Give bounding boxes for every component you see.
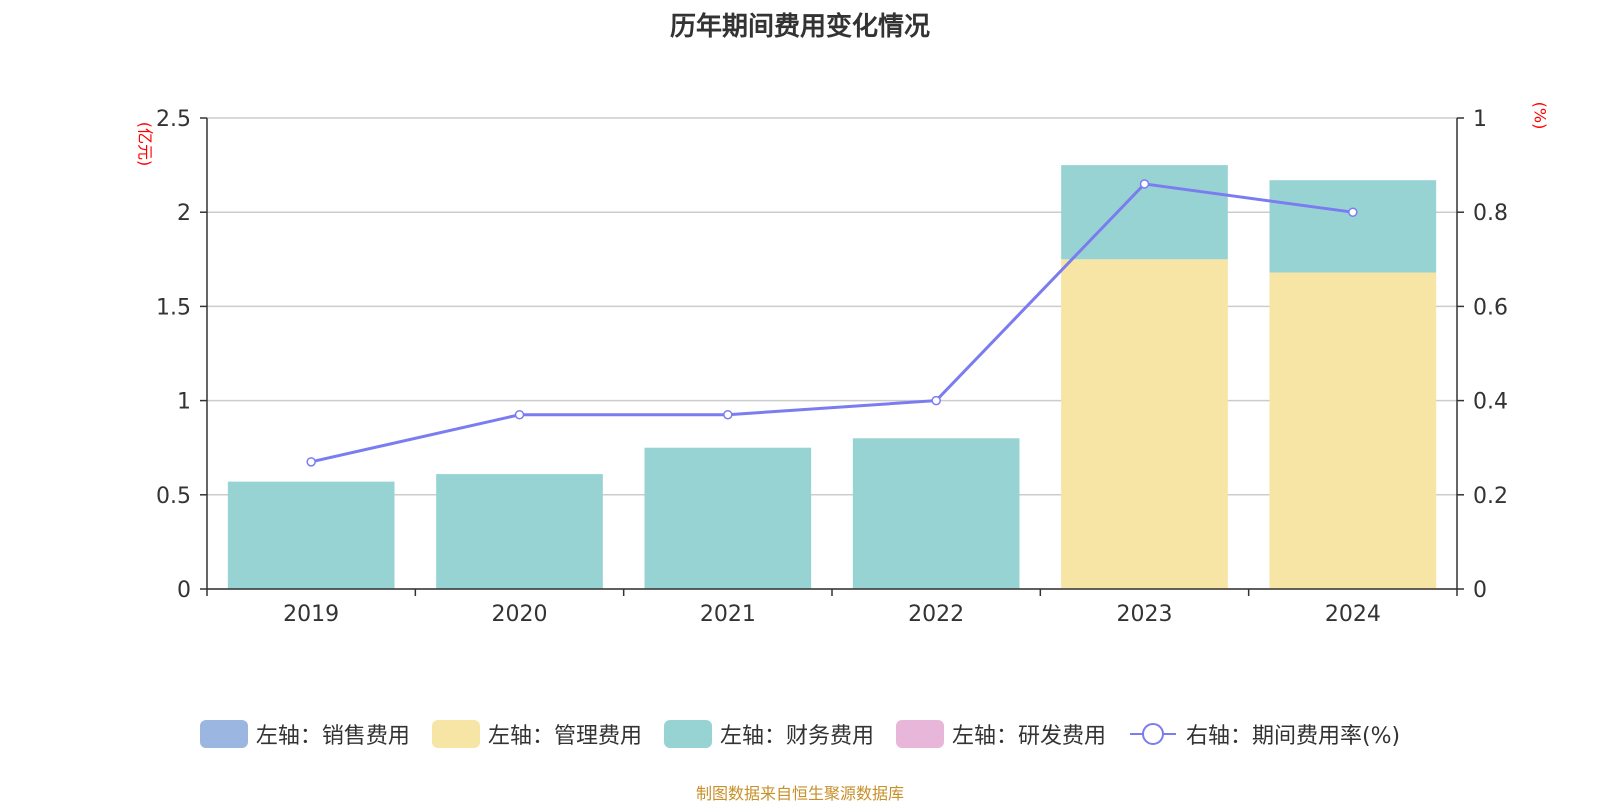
source-note: 制图数据来自恒生聚源数据库 <box>695 784 904 803</box>
legend-label-rate: 右轴：期间费用率(%) <box>1185 724 1401 749</box>
legend-label-finance: 左轴：财务费用 <box>719 724 874 749</box>
legend-label-rnd: 左轴：研发费用 <box>951 724 1106 749</box>
right-axis-tick-label: 0 <box>1473 578 1487 603</box>
rate-point <box>931 395 941 406</box>
legend-item-admin[interactable]: 左轴：管理费用 <box>431 718 642 750</box>
right-axis-tick-label: 0.6 <box>1473 295 1508 320</box>
legend-label-admin: 左轴：管理费用 <box>487 724 642 749</box>
right-axis-tick-label: 0.4 <box>1473 390 1508 415</box>
legend-label-sales: 左轴：销售费用 <box>255 724 410 749</box>
right-axis-tick-label: 0.8 <box>1473 201 1508 226</box>
x-axis-tick-label: 2019 <box>283 602 339 627</box>
rate-point <box>1139 179 1150 189</box>
legend-item-rnd[interactable]: 左轴：研发费用 <box>895 718 1106 750</box>
chart-canvas: 0 0.5 1 1.5 2 2.5 0 0.2 0.4 0.6 0.8 1 2019 2020 2021 20… <box>156 107 1508 627</box>
bar <box>644 447 812 589</box>
legend-item-finance[interactable]: 左轴：财务费用 <box>663 718 874 750</box>
left-axis-tick-label: 1 <box>177 390 191 415</box>
bar <box>436 474 603 589</box>
x-axis-tick-label: 2020 <box>492 602 548 627</box>
legend-item-sales[interactable]: 左轴：销售费用 <box>199 718 410 750</box>
legend-swatch-sales <box>199 720 248 748</box>
x-axis-tick-label: 2022 <box>908 602 964 627</box>
rate-point <box>1348 207 1358 217</box>
legend-line-marker-icon <box>1129 723 1176 745</box>
rate-point <box>723 409 733 420</box>
bar <box>227 481 395 589</box>
left-axis-tick-label: 2 <box>177 201 191 226</box>
right-axis-tick-label: 1 <box>1473 107 1487 132</box>
rate-point <box>514 409 525 420</box>
bar <box>852 438 1020 589</box>
chart-title: 历年期间费用变化情况 <box>669 12 930 42</box>
x-axis-tick-label: 2024 <box>1325 602 1381 627</box>
rate-point <box>306 457 316 467</box>
legend-swatch-rnd <box>895 720 944 748</box>
x-axis-tick-label: 2021 <box>700 602 756 627</box>
left-axis-tick-label: 0 <box>177 578 191 603</box>
left-axis-tick-label: 2.5 <box>156 107 191 132</box>
bar <box>1269 272 1437 589</box>
bar <box>1061 259 1228 589</box>
legend-swatch-admin <box>431 720 480 748</box>
bar <box>1269 180 1437 273</box>
rate-line <box>310 182 1354 464</box>
legend-item-rate[interactable]: 右轴：期间费用率(%) <box>1128 718 1400 750</box>
right-axis-tick-label: 0.2 <box>1473 484 1508 509</box>
x-axis-tick-label: 2023 <box>1117 602 1173 627</box>
left-axis-tick-label: 1.5 <box>156 295 191 320</box>
legend-swatch-finance <box>663 720 712 748</box>
left-axis-tick-label: 0.5 <box>156 484 191 509</box>
legend: 左轴：销售费用 左轴：管理费用 左轴：财务费用 左轴：研发费用 右轴：期间费用率… <box>0 718 1600 750</box>
